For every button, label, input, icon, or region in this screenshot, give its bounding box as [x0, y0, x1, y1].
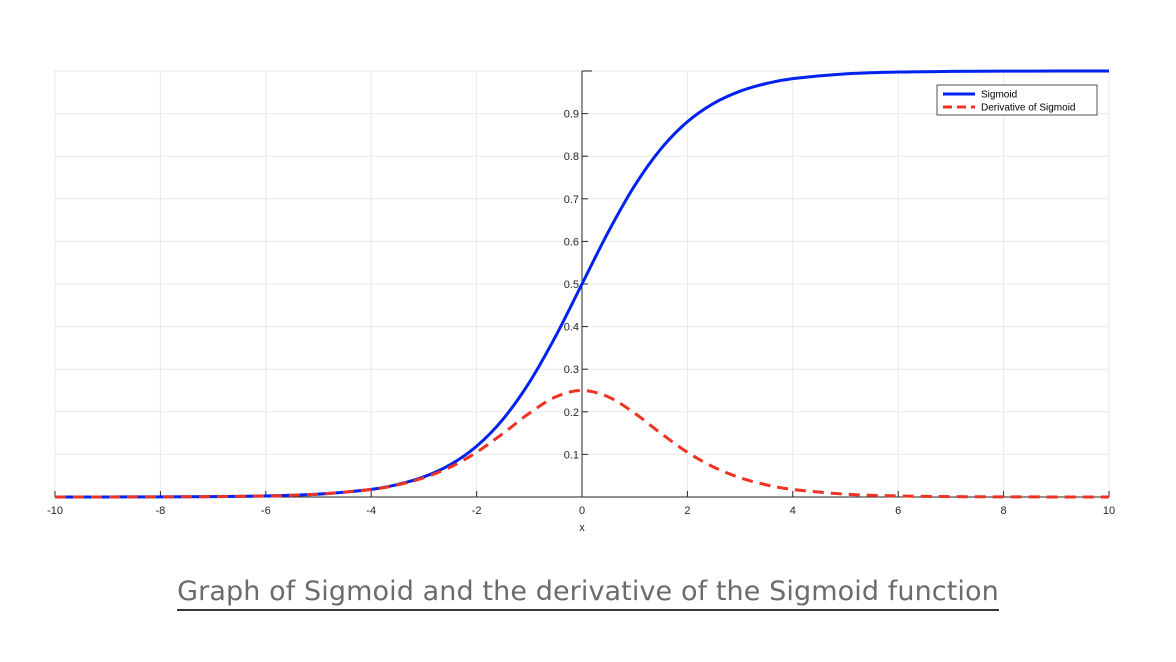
y-tick-label: 0.4	[564, 322, 579, 334]
x-tick-label: -4	[366, 505, 376, 517]
x-tick-label: 8	[1001, 505, 1007, 517]
x-tick-label: -6	[261, 505, 271, 517]
series-lines	[54, 69, 1110, 499]
x-axis-label: x	[579, 522, 585, 534]
y-tick-label: 0.5	[564, 279, 579, 291]
figure-caption[interactable]: Graph of Sigmoid and the derivative of t…	[177, 576, 999, 611]
x-tick-label: 4	[790, 505, 796, 517]
y-tick-label: 0.1	[564, 449, 579, 461]
x-tick-label: -10	[47, 505, 63, 517]
x-tick-label: 2	[684, 505, 690, 517]
x-tick-label: 10	[1103, 505, 1115, 517]
tick-labels: -10 -8 -6 -4 -2 0 2 4 6 8 10 0.1 0.2 0.3 0.4 0.5 0.6 0.7 0…	[47, 109, 1115, 517]
y-tick-label: 0.9	[564, 109, 579, 121]
legend-entry-derivative: Derivative of Sigmoid	[981, 103, 1075, 114]
sigmoid-line	[54, 69, 1110, 499]
legend-box	[936, 84, 1098, 116]
x-tick-label: 0	[579, 505, 585, 517]
legend-entry-sigmoid: Sigmoid	[981, 90, 1017, 101]
y-tick-label: 0.8	[564, 151, 579, 163]
x-tick-label: 6	[895, 505, 901, 517]
y-tick-label: 0.3	[564, 364, 579, 376]
y-tick-label: 0.2	[564, 407, 579, 419]
sigmoid-chart: -10 -8 -6 -4 -2 0 2 4 6 8 10 0.1 0.2 0.3 0.4 0.5 0.6 0.7 0…	[47, 69, 1115, 534]
y-tick-label: 0.6	[564, 236, 579, 248]
x-tick-label: -8	[156, 505, 166, 517]
caption-container: Graph of Sigmoid and the derivative of t…	[0, 576, 1176, 611]
x-tick-label: -2	[472, 505, 482, 517]
y-tick-label: 0.7	[564, 194, 579, 206]
legend: Sigmoid Derivative of Sigmoid	[936, 84, 1098, 116]
